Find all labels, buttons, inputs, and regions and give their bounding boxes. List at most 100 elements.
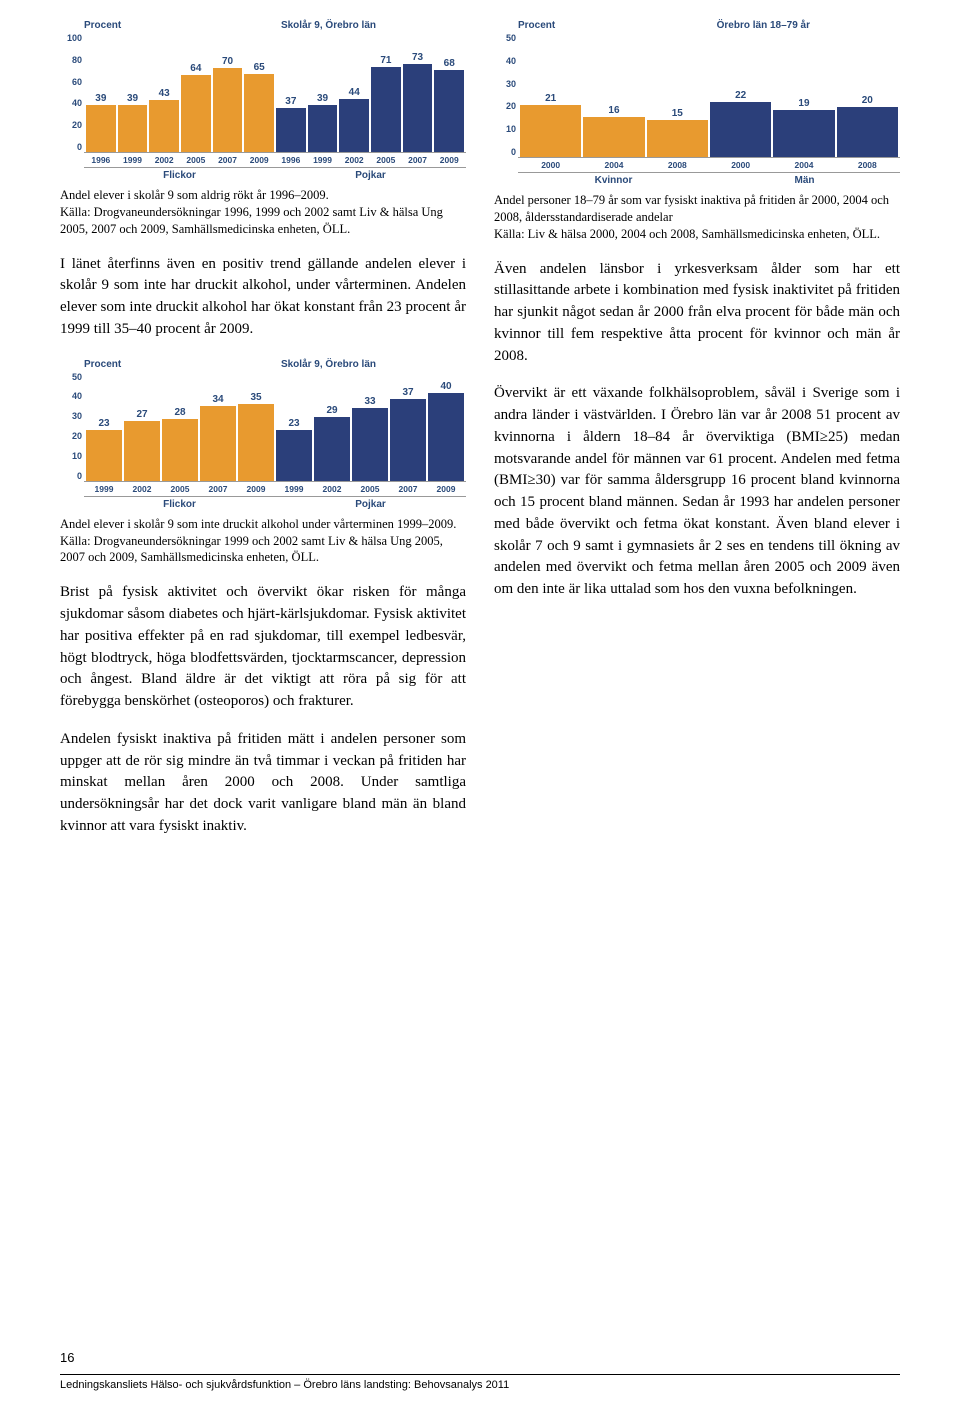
chart-bar: 68: [434, 58, 464, 152]
bar-rect: [403, 64, 433, 152]
bar-value-label: 40: [440, 381, 451, 392]
chart-bar: 16: [583, 105, 644, 157]
bar-rect: [314, 417, 350, 481]
x-axis-label: 2007: [390, 484, 426, 494]
bar-value-label: 33: [364, 396, 375, 407]
bar-rect: [86, 105, 116, 152]
x-axis-label: 2005: [181, 155, 211, 165]
chart-bar: 21: [520, 93, 581, 158]
x-axis-label: 2002: [149, 155, 179, 165]
y-axis-tick: 0: [496, 147, 516, 157]
bar-rect: [276, 430, 312, 481]
y-axis-tick: 40: [62, 391, 82, 401]
y-axis-tick: 10: [62, 451, 82, 461]
bar-rect: [244, 74, 274, 152]
y-axis-tick: 80: [62, 55, 82, 65]
chart-bar: 70: [213, 56, 243, 152]
x-axis-label: 2004: [773, 160, 834, 170]
bar-value-label: 73: [412, 52, 423, 63]
bar-rect: [162, 419, 198, 481]
bar-value-label: 15: [672, 108, 683, 119]
group-label: Män: [709, 172, 900, 186]
x-axis-label: 2009: [244, 155, 274, 165]
y-axis-tick: 20: [496, 101, 516, 111]
group-label: Kvinnor: [518, 172, 709, 186]
x-axis-label: 2000: [710, 160, 771, 170]
bar-rect: [339, 99, 369, 152]
bar-rect: [200, 406, 236, 481]
y-axis-tick: 60: [62, 77, 82, 87]
bar-value-label: 21: [545, 93, 556, 104]
bar-rect: [118, 105, 148, 152]
x-axis-label: 2005: [371, 155, 401, 165]
bar-value-label: 22: [735, 90, 746, 101]
x-axis-label: 2009: [238, 484, 274, 494]
bar-value-label: 43: [159, 88, 170, 99]
chart-bar: 71: [371, 55, 401, 152]
chart-bar: 39: [118, 93, 148, 152]
chart-1-title: Skolår 9, Örebro län: [281, 20, 376, 31]
y-axis-tick: 100: [62, 33, 82, 43]
chart-bar: 29: [314, 405, 350, 481]
bar-rect: [124, 421, 160, 480]
y-axis-tick: 50: [62, 372, 82, 382]
bar-value-label: 39: [95, 93, 106, 104]
y-axis-tick: 20: [62, 431, 82, 441]
chart-bar: 27: [124, 409, 160, 480]
chart-bar: 15: [647, 108, 708, 158]
x-axis-label: 2000: [520, 160, 581, 170]
bar-rect: [647, 120, 708, 158]
y-axis-tick: 0: [62, 142, 82, 152]
bar-value-label: 64: [190, 63, 201, 74]
chart-bar: 40: [428, 381, 464, 481]
bar-value-label: 23: [98, 418, 109, 429]
bar-value-label: 65: [254, 62, 265, 73]
x-axis-label: 1996: [86, 155, 116, 165]
group-label: Flickor: [84, 496, 275, 510]
x-axis-label: 2007: [200, 484, 236, 494]
bar-rect: [352, 408, 388, 481]
bar-rect: [710, 102, 771, 157]
bar-value-label: 39: [317, 93, 328, 104]
bar-rect: [520, 105, 581, 158]
paragraph-4: Även andelen länsbor i yrkesverksam ålde…: [494, 259, 900, 368]
group-label: Pojkar: [275, 167, 466, 181]
chart-bar: 22: [710, 90, 771, 157]
bar-rect: [583, 117, 644, 157]
bar-rect: [308, 105, 338, 152]
chart-3-area: 50403020100 211615221920: [518, 33, 900, 158]
x-axis-label: 1999: [86, 484, 122, 494]
x-axis-label: 2004: [583, 160, 644, 170]
bar-value-label: 37: [285, 96, 296, 107]
bar-rect: [213, 68, 243, 152]
bar-rect: [428, 393, 464, 481]
chart-bar: 37: [276, 96, 306, 152]
x-axis-label: 2002: [124, 484, 160, 494]
bar-value-label: 23: [288, 418, 299, 429]
y-axis-tick: 50: [496, 33, 516, 43]
y-axis-tick: 20: [62, 120, 82, 130]
bar-value-label: 68: [444, 58, 455, 69]
chart-3-title: Örebro län 18–79 år: [717, 20, 810, 31]
bar-value-label: 20: [862, 95, 873, 106]
bar-rect: [86, 430, 122, 481]
x-axis-label: 2009: [434, 155, 464, 165]
y-axis-tick: 30: [496, 79, 516, 89]
chart-bar: 64: [181, 63, 211, 152]
chart-3: Procent Örebro län 18–79 år 50403020100 …: [494, 20, 900, 243]
bar-value-label: 35: [250, 392, 261, 403]
paragraph-2: Brist på fysisk aktivitet och övervikt ö…: [60, 582, 466, 713]
x-axis-label: 2005: [162, 484, 198, 494]
bar-rect: [773, 110, 834, 158]
bar-value-label: 44: [349, 87, 360, 98]
x-axis-label: 2008: [647, 160, 708, 170]
group-label: Pojkar: [275, 496, 466, 510]
bar-value-label: 19: [798, 98, 809, 109]
chart-3-caption: Andel personer 18–79 år som var fysiskt …: [494, 192, 900, 243]
chart-bar: 23: [276, 418, 312, 481]
chart-bar: 28: [162, 407, 198, 481]
bar-rect: [390, 399, 426, 480]
y-axis-tick: 30: [62, 411, 82, 421]
chart-bar: 23: [86, 418, 122, 481]
footer-text: Ledningskansliets Hälso- och sjukvårdsfu…: [60, 1374, 900, 1391]
